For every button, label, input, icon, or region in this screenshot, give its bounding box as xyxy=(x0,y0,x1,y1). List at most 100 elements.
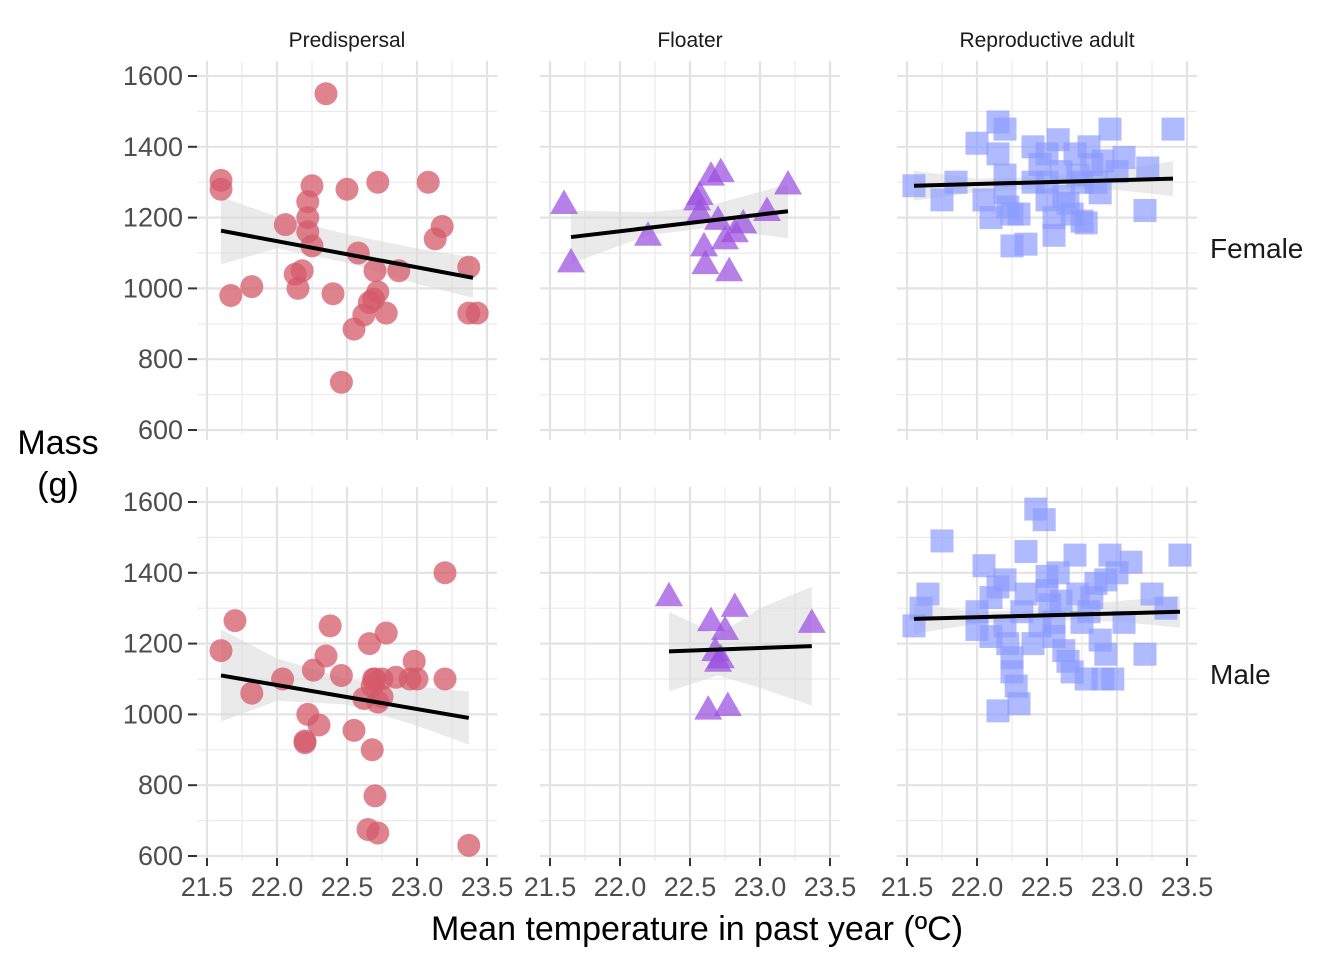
trend-line xyxy=(913,609,1181,621)
data-point xyxy=(720,592,749,617)
data-point xyxy=(685,180,714,206)
data-point xyxy=(1014,232,1038,256)
y-tick-label: 1000 xyxy=(123,699,183,729)
data-point xyxy=(1007,692,1031,716)
labels-layer: 21.5 22.0 22.5 23.0 23.5 21.5 22.0 22.5 23.0 23.5… xyxy=(17,29,1303,948)
trend-line xyxy=(570,209,789,240)
x-tick-label: 21.5 xyxy=(881,872,934,902)
data-point xyxy=(1112,145,1136,169)
data-point xyxy=(335,177,359,201)
data-point xyxy=(685,198,714,223)
data-point xyxy=(374,621,398,645)
data-point xyxy=(694,695,723,720)
data-point xyxy=(1112,610,1136,634)
data-point xyxy=(729,208,758,234)
data-point xyxy=(240,275,264,299)
data-point xyxy=(366,821,390,845)
data-point xyxy=(944,170,968,194)
data-point xyxy=(1098,117,1122,141)
data-point xyxy=(1042,223,1066,247)
trend-line xyxy=(220,228,474,280)
data-point xyxy=(329,370,353,394)
data-point xyxy=(363,259,387,283)
x-tick-label: 23.0 xyxy=(391,872,444,902)
y-tick-label: 600 xyxy=(138,415,183,445)
y-tick-label: 600 xyxy=(138,841,183,871)
data-point xyxy=(993,163,1017,187)
y-axis-title-line1: Mass xyxy=(17,424,98,462)
x-tick-label: 23.5 xyxy=(461,872,514,902)
data-point xyxy=(360,738,384,762)
x-axis-title: Mean temperature in past year (ºC) xyxy=(431,910,963,948)
data-point xyxy=(930,188,954,212)
x-tick-label: 23.5 xyxy=(1161,872,1214,902)
data-point xyxy=(240,681,264,705)
data-point xyxy=(465,301,489,325)
x-tick-label: 22.0 xyxy=(251,872,304,902)
data-point xyxy=(314,82,338,106)
data-point xyxy=(1074,211,1098,235)
data-point xyxy=(321,282,345,306)
data-point xyxy=(1032,508,1056,532)
trend-line-layer xyxy=(220,176,1181,720)
data-point xyxy=(691,249,720,275)
trend-line xyxy=(220,673,470,720)
data-point xyxy=(986,699,1010,723)
data-point xyxy=(366,170,390,194)
y-tick-label: 800 xyxy=(138,770,183,800)
trend-line xyxy=(913,176,1174,188)
y-tick-label: 1400 xyxy=(123,132,183,162)
data-point xyxy=(1094,642,1118,666)
data-point xyxy=(972,554,996,578)
data-point xyxy=(713,691,742,717)
data-point xyxy=(329,663,353,687)
data-point xyxy=(1119,550,1143,574)
x-tick-label: 22.0 xyxy=(594,872,647,902)
data-point xyxy=(307,713,331,737)
x-tick-label: 21.5 xyxy=(181,872,234,902)
x-tick-label: 23.0 xyxy=(1091,872,1144,902)
x-tick-label: 22.5 xyxy=(1021,872,1074,902)
data-point xyxy=(357,632,381,656)
data-point xyxy=(300,174,324,198)
y-tick-label: 1600 xyxy=(123,487,183,517)
data-point xyxy=(433,667,457,691)
data-point xyxy=(706,157,735,183)
data-point xyxy=(797,608,826,633)
y-tick-label: 1600 xyxy=(123,61,183,91)
data-point xyxy=(1161,117,1185,141)
data-point xyxy=(993,117,1017,141)
data-point xyxy=(223,609,247,633)
data-point xyxy=(916,582,940,606)
data-point xyxy=(711,615,739,640)
data-point xyxy=(430,214,454,238)
data-point xyxy=(1014,540,1038,564)
facet-column-label: Reproductive adult xyxy=(959,29,1134,52)
y-tick-label: 1400 xyxy=(123,558,183,588)
data-point xyxy=(402,649,426,673)
data-point xyxy=(690,231,718,257)
data-point xyxy=(1014,582,1038,606)
facet-row-label: Male xyxy=(1210,659,1271,690)
x-tick-label: 22.0 xyxy=(951,872,1004,902)
data-point xyxy=(209,639,233,663)
data-point xyxy=(219,283,243,307)
data-point xyxy=(209,177,233,201)
data-point xyxy=(318,614,342,638)
trend-line xyxy=(668,644,812,654)
data-point xyxy=(930,529,954,553)
x-tick-label: 23.0 xyxy=(734,872,787,902)
facet-column-label: Floater xyxy=(657,29,722,52)
data-point xyxy=(972,188,996,212)
confidence-band xyxy=(669,586,812,706)
data-point xyxy=(363,784,387,808)
y-axis-title-line2: (g) xyxy=(37,466,79,504)
data-point xyxy=(1098,543,1122,567)
x-tick-label: 23.5 xyxy=(804,872,857,902)
data-point xyxy=(715,256,744,282)
data-point xyxy=(374,301,398,325)
data-point xyxy=(1007,202,1031,226)
data-point xyxy=(405,667,429,691)
